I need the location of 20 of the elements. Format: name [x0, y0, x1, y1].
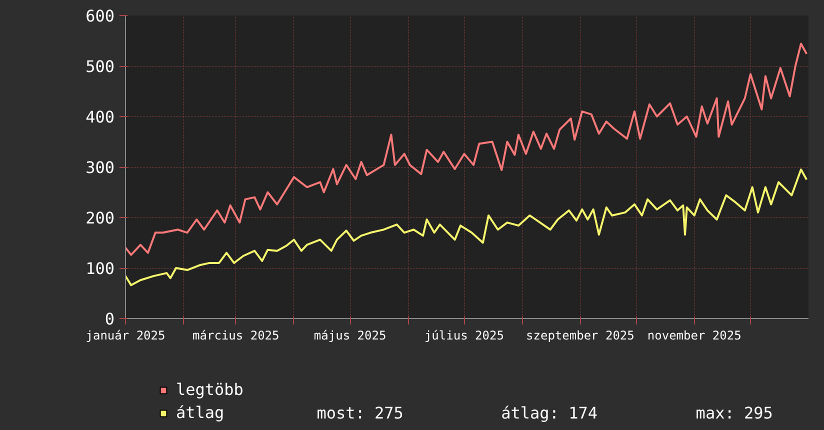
line-series: [126, 42, 808, 256]
x-tick-label: november 2025: [647, 328, 742, 342]
legend-label: átlag: [176, 403, 224, 422]
text: max: 295: [696, 404, 773, 422]
y-tick-label: 0: [104, 310, 115, 328]
y-tick-label: 400: [86, 108, 115, 126]
y-tick-label: 200: [86, 208, 115, 228]
legend-label: legtöbb: [176, 380, 244, 399]
text: átlag: 174: [501, 404, 598, 422]
line-series: [126, 168, 808, 286]
x-tick-label: július 2025: [424, 328, 504, 342]
x-tick-label: március 2025: [192, 328, 280, 342]
y-tick-label: 300: [86, 158, 115, 177]
x-tick-label: május 2025: [314, 328, 386, 342]
text: most: 275: [316, 404, 404, 422]
y-tick-label: 500: [86, 57, 115, 76]
x-tick-label: szeptember 2025: [526, 328, 634, 342]
y-tick-label: 600: [86, 6, 115, 26]
x-tick-label: január 2025: [86, 328, 166, 342]
y-tick-label: 100: [86, 259, 115, 278]
